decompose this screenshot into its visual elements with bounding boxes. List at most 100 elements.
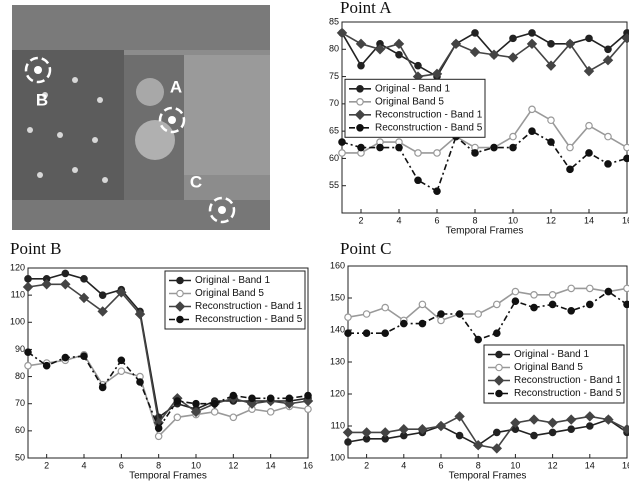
x-axis-label: Temporal Frames	[449, 471, 527, 482]
legend-marker	[354, 109, 366, 121]
marker	[564, 38, 576, 50]
marker	[173, 413, 182, 422]
series-line	[348, 290, 628, 341]
marker	[210, 399, 219, 408]
y-tick-label: 100	[10, 317, 25, 327]
marker	[398, 423, 410, 435]
image-blob	[136, 78, 164, 106]
marker	[42, 361, 51, 370]
marker	[585, 149, 593, 157]
marker	[357, 143, 365, 152]
marker	[379, 427, 391, 438]
marker	[362, 310, 371, 318]
marker	[621, 423, 629, 435]
legend-marker	[495, 350, 503, 359]
y-tick-label: 130	[330, 356, 345, 366]
y-tick-label: 110	[11, 290, 25, 300]
marker	[355, 38, 367, 50]
marker	[414, 61, 422, 70]
marker	[381, 329, 390, 338]
marker	[585, 300, 594, 309]
y-tick-label: 70	[15, 398, 25, 408]
y-tick-label: 55	[329, 180, 339, 190]
marker	[117, 367, 126, 375]
legend: Original - Band 1 Original Band 5 Reconstr…	[164, 270, 306, 330]
chart-title: Point A	[340, 0, 392, 17]
marker	[567, 284, 576, 293]
x-tick-label: 2	[358, 215, 363, 225]
x-tick-label: 14	[266, 460, 276, 470]
y-tick-label: 80	[15, 371, 25, 381]
marker	[509, 143, 517, 152]
y-tick-label: 65	[329, 126, 339, 136]
marker-dots	[34, 66, 226, 214]
marker	[603, 414, 614, 425]
marker	[302, 395, 314, 407]
x-tick-label: 6	[438, 460, 443, 470]
marker	[566, 143, 574, 152]
marker	[530, 303, 538, 312]
x-axis-label: Temporal Frames	[446, 226, 524, 237]
marker	[450, 38, 462, 50]
series-line	[347, 418, 628, 447]
marker	[488, 49, 500, 60]
marker	[584, 411, 596, 422]
series-line	[341, 32, 628, 78]
marker	[547, 40, 555, 48]
scene-image: A B C	[12, 5, 270, 230]
marker	[395, 143, 403, 152]
marker	[585, 34, 593, 43]
legend-marker	[356, 98, 364, 106]
marker	[61, 353, 70, 362]
marker	[585, 121, 593, 130]
legend-label: Reconstruction - Band 5	[195, 314, 303, 325]
legend: Original - Band 1 Original Band 5 Reconstr…	[344, 78, 486, 138]
y-tick-label: 120	[10, 262, 25, 272]
marker	[454, 411, 465, 422]
marker	[98, 291, 107, 299]
y-tick-label: 70	[329, 98, 339, 108]
marker	[154, 432, 163, 441]
marker	[547, 138, 555, 146]
marker	[344, 313, 352, 322]
marker	[338, 149, 346, 157]
legend-label: Reconstruction - Band 1	[514, 375, 622, 386]
marker	[417, 423, 428, 435]
marker	[285, 394, 294, 403]
marker	[338, 138, 346, 146]
image-dots	[27, 77, 108, 183]
x-tick-label: 6	[434, 215, 439, 225]
marker	[374, 44, 386, 55]
marker	[399, 319, 408, 328]
legend-marker	[495, 389, 503, 398]
legend-marker	[174, 301, 186, 312]
x-tick-label: 4	[401, 460, 406, 470]
marker	[530, 290, 538, 299]
marker	[623, 300, 629, 309]
marker	[414, 176, 422, 185]
y-tick-label: 140	[330, 324, 345, 334]
marker	[604, 45, 612, 54]
marker	[604, 287, 613, 296]
marker	[471, 149, 479, 157]
y-tick-label: 160	[330, 260, 345, 270]
legend-marker	[356, 85, 364, 93]
marker	[284, 398, 295, 409]
marker	[361, 427, 372, 438]
x-tick-label: 10	[508, 215, 518, 225]
marker	[548, 428, 557, 437]
x-tick-label: 8	[156, 460, 161, 470]
x-tick-label: 16	[303, 460, 313, 470]
marker	[393, 38, 405, 50]
marker	[376, 143, 384, 152]
x-tick-label: 4	[81, 460, 86, 470]
marker	[431, 68, 443, 80]
marker	[510, 417, 521, 429]
marker	[414, 149, 422, 157]
marker	[418, 300, 427, 309]
legend-label: Reconstruction - Band 1	[375, 109, 483, 120]
x-tick-label: 12	[548, 460, 558, 470]
marker	[490, 143, 498, 152]
y-tick-label: 75	[329, 71, 339, 81]
